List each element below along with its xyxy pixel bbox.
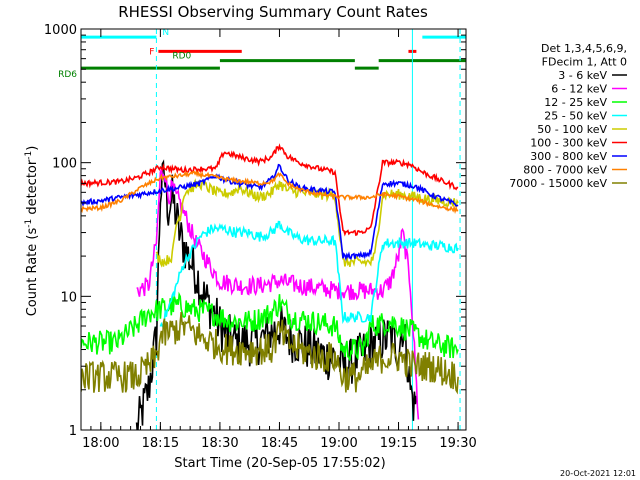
x-tick-label-18-15: 18:15 <box>142 436 179 451</box>
x-tick-label-19-30: 19:30 <box>439 436 476 451</box>
generated-timestamp: 20-Oct-2021 12:01 <box>560 469 636 478</box>
legend-label-7000-15000-kev: 7000 - 15000 keV <box>509 177 607 190</box>
y-axis: 1 10 100 1000 <box>44 23 466 439</box>
y-axis-label-sup2: -1 <box>24 151 34 160</box>
y-tick-label-10: 10 <box>60 290 77 305</box>
flag-label-rd6: RD6 <box>58 70 77 80</box>
x-tick-label-18-45: 18:45 <box>261 436 298 451</box>
legend-label-800-7000-kev: 800 - 7000 keV <box>523 164 607 177</box>
series-25-50-kev <box>159 220 459 328</box>
y-tick-label-1000: 1000 <box>44 23 77 38</box>
legend-label-300-800-kev: 300 - 800 keV <box>530 150 607 163</box>
legend-header-0: Det 1,3,4,5,6,9, <box>541 42 627 55</box>
series-300-800-kev <box>81 163 459 262</box>
series-6-12-kev <box>136 167 420 420</box>
flags-layer <box>81 35 466 70</box>
y-axis-label-mid: detector <box>25 159 40 219</box>
x-tick-label-19-15: 19:15 <box>380 436 417 451</box>
x-axis: 18:00 18:15 18:30 18:45 19:00 19:15 19:30 <box>80 29 477 451</box>
flag-label-n: N <box>162 28 169 38</box>
flag-label-rd0: RD0 <box>172 52 191 62</box>
y-axis-label: Count Rate (s-1 detector-1) <box>24 146 40 317</box>
legend-label-12-25-kev: 12 - 25 keV <box>544 96 607 109</box>
legend-label-100-300-kev: 100 - 300 keV <box>530 137 607 150</box>
legend: Det 1,3,4,5,6,9,FDecim 1, Att 03 - 6 keV… <box>509 42 627 190</box>
x-tick-label-18-30: 18:30 <box>201 436 238 451</box>
legend-label-50-100-kev: 50 - 100 keV <box>537 123 607 136</box>
x-tick-label-19-00: 19:00 <box>320 436 357 451</box>
x-axis-label: Start Time (20-Sep-05 17:55:02) <box>174 456 385 471</box>
x-tick-label-18-00: 18:00 <box>82 436 119 451</box>
legend-label-6-12-kev: 6 - 12 keV <box>551 83 607 96</box>
plot-frame <box>80 28 467 431</box>
series-12-25-kev <box>81 291 459 361</box>
series-100-300-kev <box>81 143 459 237</box>
series-layer <box>81 143 459 430</box>
chart-title: RHESSI Observing Summary Count Rates <box>118 3 428 21</box>
series-800-7000-kev <box>81 170 459 215</box>
y-axis-label-end: ) <box>25 146 40 151</box>
y-tick-label-100: 100 <box>52 157 77 172</box>
legend-header-1: FDecim 1, Att 0 <box>542 56 627 69</box>
y-tick-label-1: 1 <box>69 424 77 439</box>
flag-label-f: F <box>149 47 154 57</box>
legend-label-3-6-kev: 3 - 6 keV <box>558 69 607 82</box>
y-axis-label-start: Count Rate (s <box>25 228 40 317</box>
legend-label-25-50-kev: 25 - 50 keV <box>544 110 607 123</box>
y-axis-label-sup: -1 <box>24 219 34 228</box>
series-7000-15000-kev <box>81 312 459 395</box>
